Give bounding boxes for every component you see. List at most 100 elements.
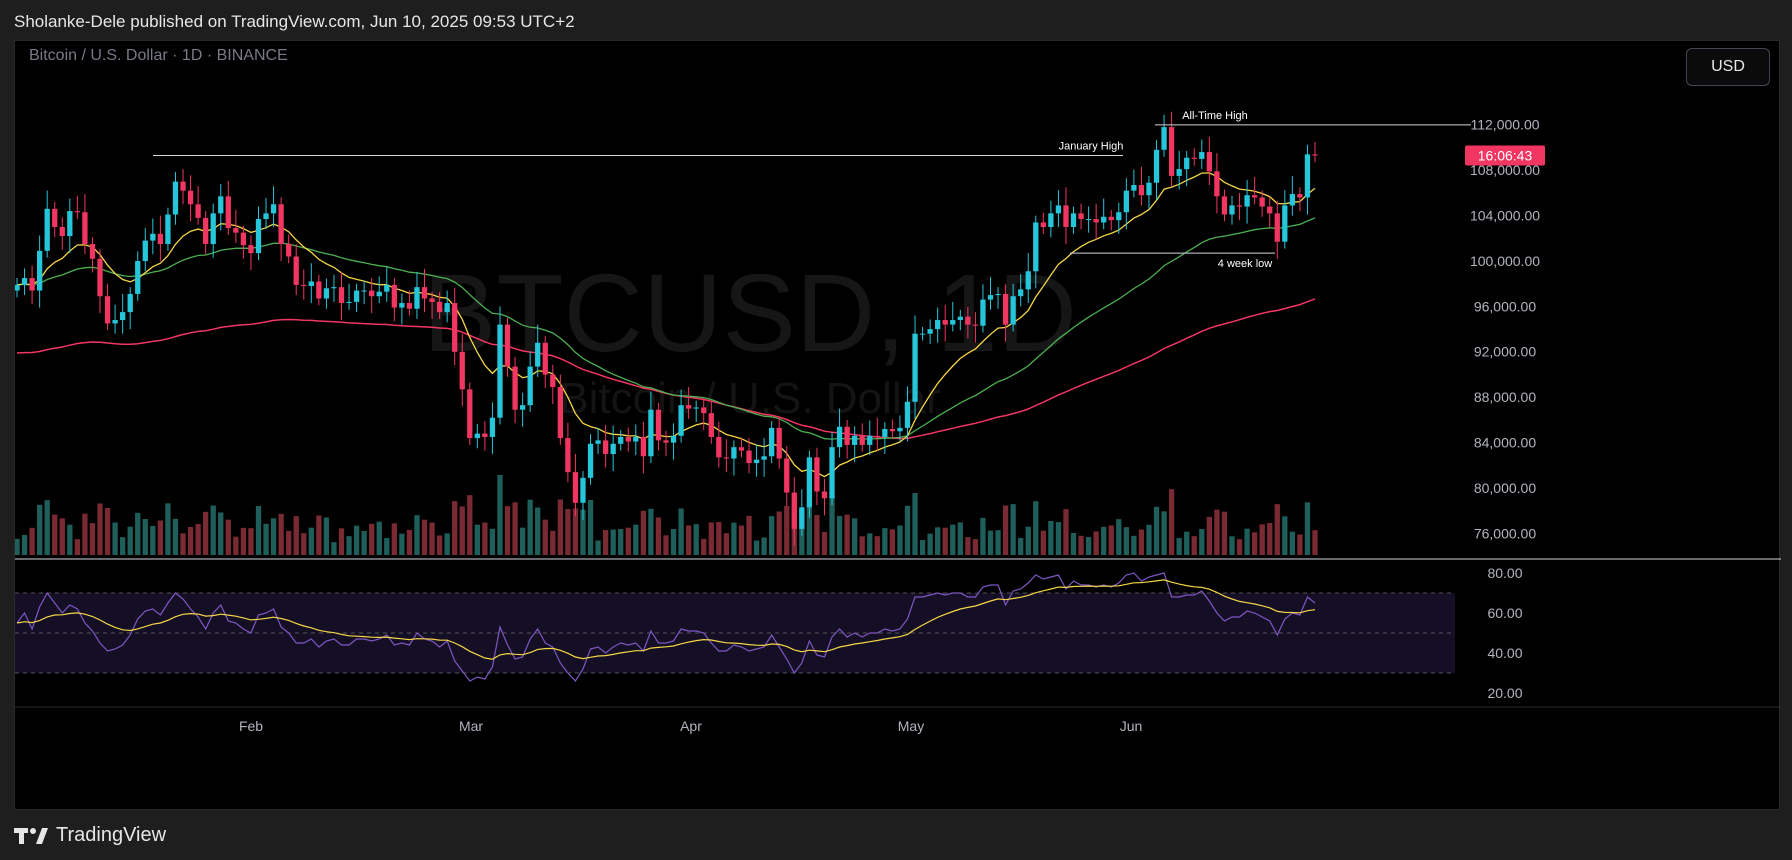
volume-bar [270,518,277,555]
volume-bar [1085,537,1092,555]
price-axis[interactable]: 112,000.00 108,000.00 104,000.00 100,000.00… [1465,117,1545,701]
candle-body [1282,205,1288,242]
candle-body [187,190,194,205]
candle-body [1085,219,1092,221]
candle-body [278,204,284,245]
volume-bar [965,537,971,555]
candle-body [980,299,986,326]
volume-bar [1304,502,1311,555]
candle-body [587,443,594,478]
chart-frame[interactable]: BTCUSD, 1D Bitcoin / U.S. Dollar All-Tim… [14,40,1781,811]
rsi-tick-label: 40.00 [1487,645,1522,661]
candle-body [89,244,96,259]
candle-body [919,333,926,335]
tradingview-brand[interactable]: TradingView [14,824,166,847]
candle-body [1131,184,1137,191]
candle-body [1123,190,1129,213]
candle-body [467,389,473,439]
publish-header: Sholanke-Dele published on TradingView.c… [0,0,1792,44]
candle-body [391,284,397,308]
candle-body [59,226,65,237]
volume-bar [836,516,843,555]
volume-bar [723,533,730,555]
volume-bar [316,515,322,555]
volume-bar [1161,511,1167,555]
candle-body [844,426,850,445]
candle-body [1184,157,1190,170]
volume-bar [406,529,413,555]
volume-bar [1206,516,1212,555]
volume-bar [391,523,397,555]
volume-bar [882,528,888,555]
candle-body [625,436,631,442]
volume-bar [535,507,541,555]
candle-body [1312,154,1318,156]
currency-button[interactable]: USD [1686,48,1770,86]
volume-bar [127,526,133,555]
volume-bar [1229,536,1235,555]
candle-body [165,214,171,245]
price-tick-label: 80,000.00 [1474,480,1536,496]
volume-bar [467,495,473,555]
chart-svg[interactable]: BTCUSD, 1D Bitcoin / U.S. Dollar All-Tim… [15,41,1781,811]
volume-bar [874,536,880,555]
volume-bar [731,522,737,555]
volume-bar [1221,511,1228,555]
candle-body [618,436,624,444]
candle-body [180,181,186,191]
volume-bar [904,505,911,555]
volume-bar [1267,523,1273,555]
candle-body [1055,205,1062,214]
volume-bar [240,527,247,555]
rsi-tick-label: 80.00 [1487,565,1522,581]
candle-body [995,293,1001,296]
candle-body [489,417,496,437]
volume-bar [912,493,918,555]
candle-body [753,459,760,464]
candle-body [640,436,647,457]
volume-bar [1176,538,1182,555]
volume-bar [15,538,20,555]
candle-body [52,208,58,227]
candle-body [761,456,767,460]
volume-bar [580,509,586,555]
volume-bar [935,527,941,555]
candle-body [1002,293,1009,325]
candle-body [218,196,224,214]
volume-bar [972,539,979,555]
candle-body [497,324,503,418]
candle-body [67,211,73,237]
candle-body [821,491,828,499]
volume-bar [452,501,458,555]
volume-bar [565,509,571,555]
volume-bar [542,519,548,555]
time-axis-label: Mar [459,718,483,734]
volume-bar [1312,530,1318,555]
candle-body [935,320,941,330]
volume-bar [59,518,65,555]
candle-body [1199,152,1205,159]
candle-body [610,443,616,454]
candle-body [1168,127,1175,176]
volume-bar [655,517,662,555]
volume-bar [203,511,209,555]
volume-bar [708,522,714,555]
annotations: All-Time High January High 4 week low [153,110,1471,270]
candle-body [655,409,662,441]
volume-bar [753,540,760,555]
candle-body [633,436,639,442]
candle-body [240,232,247,246]
volume-bar [1289,531,1296,555]
volume-bar [1063,509,1069,555]
time-axis[interactable]: Feb Mar Apr May Jun [239,718,1142,734]
volume-bar [1259,524,1265,555]
countdown-badge [1465,145,1545,166]
volume-bar [776,511,782,555]
volume-bar [225,519,231,555]
volume-bar [738,525,745,555]
volume-bar [678,508,684,555]
candle-body [482,433,488,437]
footer [0,812,1792,860]
candles [15,111,1318,546]
rsi-tick-label: 20.00 [1487,685,1522,701]
